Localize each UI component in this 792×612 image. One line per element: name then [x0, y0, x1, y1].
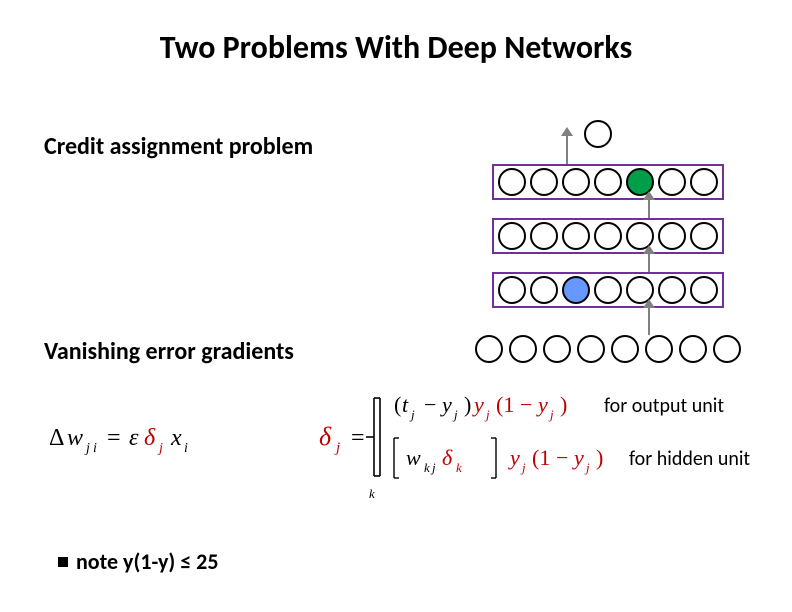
svg-text:ε: ε: [129, 425, 139, 451]
subhead-vanish: Vanishing error gradients: [44, 337, 294, 366]
neuron: [658, 168, 686, 196]
svg-text:): ): [464, 392, 471, 417]
svg-text:j: j: [484, 407, 490, 422]
layer-row: [492, 164, 724, 200]
svg-text:t: t: [402, 392, 409, 417]
svg-text:k: k: [456, 460, 462, 475]
neuron: [690, 168, 718, 196]
neuron: [498, 168, 526, 196]
svg-text:j: j: [520, 460, 526, 475]
svg-text:for hidden unit: for hidden unit: [629, 447, 750, 471]
neuron: [679, 335, 707, 363]
neuron: [713, 335, 741, 363]
neuron: [475, 335, 503, 363]
neuron: [530, 276, 558, 304]
subhead-credit: Credit assignment problem: [44, 132, 313, 161]
svg-text:y: y: [440, 392, 452, 417]
svg-text:j: j: [157, 441, 163, 456]
neuron: [584, 120, 612, 148]
bullet-note-text: note y(1-y) ≤ 25: [76, 548, 218, 575]
network-diagram: [428, 120, 748, 380]
svg-text:): ): [560, 392, 567, 417]
svg-text:x: x: [170, 425, 182, 451]
svg-text:j: j: [452, 407, 458, 422]
neuron: [690, 222, 718, 250]
svg-text:−: −: [520, 392, 532, 417]
up-arrow-icon: [648, 198, 650, 218]
neuron: [594, 168, 622, 196]
svg-text:δ: δ: [144, 425, 156, 451]
layer-row: [584, 120, 612, 148]
neuron: [530, 168, 558, 196]
bullet-note: note y(1-y) ≤ 25: [58, 548, 218, 575]
svg-text:y: y: [472, 392, 484, 417]
up-arrow-icon: [566, 134, 568, 164]
neuron: [498, 222, 526, 250]
layer-row: [475, 335, 741, 363]
svg-text:j: j: [548, 407, 554, 422]
svg-text:w: w: [67, 425, 83, 451]
svg-text:(1: (1: [532, 445, 550, 470]
svg-text:k: k: [369, 486, 375, 501]
neuron: [658, 222, 686, 250]
neuron: [498, 276, 526, 304]
neuron: [562, 276, 590, 304]
svg-text:=: =: [107, 425, 121, 451]
svg-text:δ: δ: [442, 445, 453, 470]
svg-text:j: j: [84, 441, 90, 456]
page-title: Two Problems With Deep Networks: [0, 28, 792, 67]
svg-text:δ: δ: [319, 422, 332, 451]
svg-text:(: (: [394, 392, 401, 417]
svg-text:i: i: [93, 441, 97, 456]
svg-text:y: y: [508, 445, 520, 470]
svg-text:i: i: [184, 441, 188, 456]
layer-row: [492, 218, 724, 254]
svg-text:j: j: [430, 460, 436, 475]
svg-text:−: −: [424, 392, 436, 417]
svg-text:y: y: [572, 445, 584, 470]
neuron: [577, 335, 605, 363]
neuron: [645, 335, 673, 363]
neuron: [658, 276, 686, 304]
svg-text:(1: (1: [496, 392, 514, 417]
svg-text:j: j: [584, 460, 590, 475]
svg-text:): ): [596, 445, 603, 470]
up-arrow-icon: [648, 252, 650, 272]
neuron: [562, 222, 590, 250]
svg-text:k: k: [424, 460, 430, 475]
neuron: [530, 222, 558, 250]
neuron: [509, 335, 537, 363]
neuron: [543, 335, 571, 363]
equation-svg: Δ w j i = ε δ j x i δ j =: [44, 390, 764, 535]
neuron: [611, 335, 639, 363]
neuron: [562, 168, 590, 196]
equations: Δ w j i = ε δ j x i δ j =: [44, 390, 764, 535]
neuron: [594, 276, 622, 304]
layer-row: [492, 272, 724, 308]
svg-text:y: y: [536, 392, 548, 417]
svg-text:w: w: [406, 445, 421, 470]
bullet-icon: [58, 557, 68, 567]
svg-text:−: −: [556, 445, 568, 470]
svg-text:j: j: [334, 440, 340, 456]
svg-text:=: =: [351, 425, 365, 451]
up-arrow-icon: [648, 306, 650, 335]
neuron: [690, 276, 718, 304]
svg-text:Δ: Δ: [49, 425, 64, 451]
neuron: [594, 222, 622, 250]
svg-text:for output unit: for output unit: [604, 394, 724, 418]
svg-text:j: j: [409, 407, 415, 422]
